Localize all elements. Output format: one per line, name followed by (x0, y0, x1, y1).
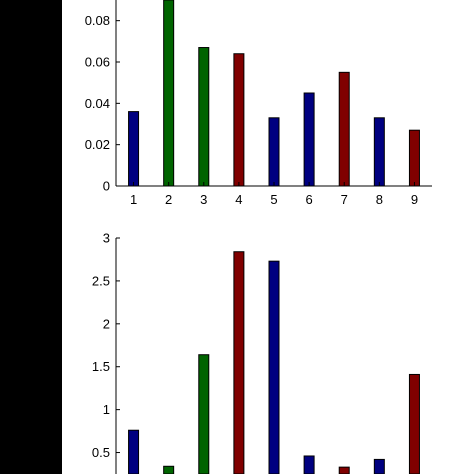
top-x-tick-label: 3 (200, 192, 207, 207)
top-bar-6 (303, 92, 315, 187)
bottom-bar-6 (303, 455, 315, 474)
bottom-y-tick-label: 1 (103, 402, 110, 417)
top-y-tick-label: 0.06 (85, 55, 110, 70)
bottom-y-tick-label: 2.5 (92, 273, 110, 288)
top-bar-4 (233, 53, 245, 187)
bottom-bar-8 (373, 458, 385, 474)
top-y-tick-label: 0.08 (85, 13, 110, 28)
top-bar-3 (198, 47, 210, 187)
top-x-tick-label: 6 (305, 192, 312, 207)
top-bar-7 (338, 71, 350, 187)
bottom-bar-2 (163, 465, 175, 474)
bottom-y-tick-label: 1.5 (92, 359, 110, 374)
top-bar-2 (163, 0, 175, 187)
top-x-tick-label: 4 (235, 192, 242, 207)
left-black-margin-bottom (0, 219, 62, 474)
top-x-tick-label: 5 (270, 192, 277, 207)
top-bar-9 (408, 129, 420, 187)
bottom-y-tick-label: 3 (103, 231, 110, 246)
bottom-y-tick-label: 2 (103, 316, 110, 331)
top-bar-chart: 0 0.02 0.04 0.06 0.08 1 2 3 4 5 6 7 8 9 (85, 0, 432, 207)
top-y-tick-label: 0.02 (85, 137, 110, 152)
bottom-bar-4 (233, 251, 245, 474)
top-x-tick-label: 9 (411, 192, 418, 207)
top-x-tick-label: 7 (341, 192, 348, 207)
bottom-bar-5 (268, 260, 280, 474)
bottom-bar-7 (338, 466, 350, 474)
top-x-tick-label: 8 (376, 192, 383, 207)
bottom-bar-3 (198, 354, 210, 474)
bottom-bar-1 (128, 429, 140, 474)
bottom-bar-chart: 0.5 1 1.5 2 2.5 3 (92, 231, 420, 474)
top-bar-1 (128, 111, 140, 187)
bottom-bar-9 (408, 373, 420, 474)
top-x-tick-label: 2 (165, 192, 172, 207)
top-x-tick-label: 1 (130, 192, 137, 207)
bottom-y-tick-label: 0.5 (92, 445, 110, 460)
top-y-tick-label: 0 (103, 179, 110, 194)
top-bar-8 (373, 117, 385, 187)
left-black-margin-top (0, 0, 62, 219)
top-bar-5 (268, 117, 280, 187)
top-y-tick-label: 0.04 (85, 96, 110, 111)
